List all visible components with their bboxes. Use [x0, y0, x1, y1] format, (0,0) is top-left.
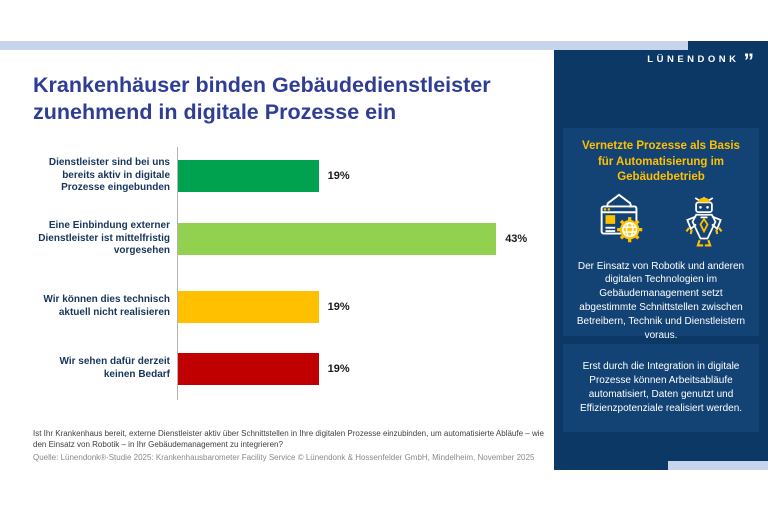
bar-label: Dienstleister sind bei uns bereits aktiv… [48, 156, 170, 194]
chart-row: Wir sehen dafür derzeit keinen Bedarf 19… [33, 353, 350, 385]
bar [178, 291, 319, 323]
sidebar-paragraph-2: Erst durch die Integration in digitale P… [579, 361, 743, 414]
bar [178, 223, 497, 255]
bar-value: 19% [327, 170, 350, 182]
bar-value: 19% [327, 301, 350, 313]
chart-axis-line [177, 147, 178, 400]
top-accent-strip [0, 41, 688, 50]
robot-icon [677, 191, 731, 254]
bar-label: Eine Einbindung externer Dienstleister i… [38, 219, 170, 257]
sidebar-panel-bottom: Erst durch die Integration in digitale P… [563, 344, 759, 432]
page-title: Krankenhäuser binden Gebäudedienstleiste… [33, 73, 491, 124]
icon-row [563, 192, 759, 254]
chart-row: Wir können dies technisch aktuell nicht … [33, 291, 350, 323]
bottom-accent-strip [668, 461, 768, 470]
bar [178, 353, 319, 385]
sidebar-paragraph-1: Der Einsatz von Robotik und anderen digi… [576, 260, 746, 341]
bar-label: Wir können dies technisch aktuell nicht … [43, 294, 170, 318]
sidebar-heading: Vernetzte Prozesse als Basis für Automat… [582, 140, 740, 184]
luenendonk-logo: LÜNENDONK ” [647, 49, 754, 73]
bar-value: 19% [327, 363, 350, 375]
source-line: Quelle: Lünendonk®-Studie 2025: Krankenh… [33, 453, 535, 462]
bar [178, 160, 319, 192]
survey-question: Ist Ihr Krankenhaus bereit, externe Dien… [33, 429, 544, 450]
chart-row: Eine Einbindung externer Dienstleister i… [33, 219, 528, 257]
sidebar: LÜNENDONK ” Vernetzte Prozesse als Basis… [554, 41, 768, 470]
bar-chart: Dienstleister sind bei uns bereits aktiv… [33, 147, 545, 400]
bar-value: 43% [505, 233, 528, 245]
sidebar-panel-top: Vernetzte Prozesse als Basis für Automat… [563, 128, 759, 341]
window-gear-icon [591, 191, 649, 254]
bar-label: Wir sehen dafür derzeit keinen Bedarf [59, 356, 171, 380]
logo-text: LÜNENDONK [647, 54, 740, 65]
chart-row: Dienstleister sind bei uns bereits aktiv… [33, 156, 350, 194]
